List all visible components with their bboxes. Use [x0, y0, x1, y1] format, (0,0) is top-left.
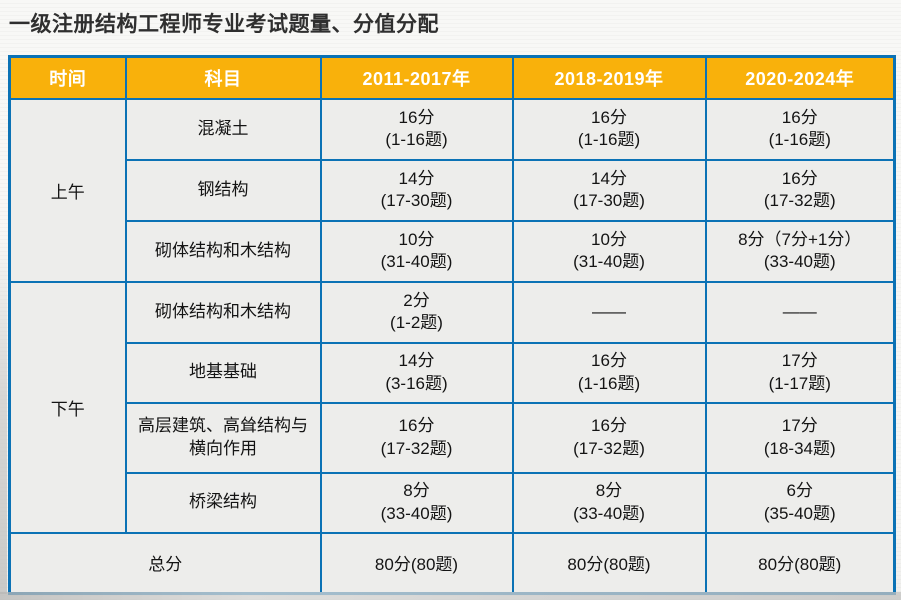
total-label-cell: 总分: [8, 531, 322, 595]
score-value: 10分: [591, 229, 627, 249]
table-row: 桥梁结构 8分 (33-40题) 8分 (33-40题) 6分 (35-40题): [10, 471, 896, 534]
table-row: 钢结构 14分 (17-30题) 14分 (17-30题) 16分 (17-32…: [10, 158, 896, 222]
score-value: ——: [782, 301, 817, 321]
score-value: ——: [592, 301, 626, 321]
header-cell-period-2020-2024: 2020-2024年: [704, 55, 896, 100]
score-value: 17分: [781, 351, 818, 371]
question-range: (33-40题): [763, 252, 836, 271]
question-range: (17-32题): [380, 438, 453, 458]
total-value-cell: 80分(80题): [319, 531, 514, 595]
score-value: 10分: [398, 229, 435, 249]
question-range: (1-16题): [385, 130, 448, 149]
total-value-cell: 80分(80题): [704, 531, 896, 595]
subject-cell: 地基基础: [124, 341, 322, 404]
score-cell: 8分 (33-40题): [319, 471, 514, 534]
score-cell: 10分 (31-40题): [511, 219, 707, 283]
score-cell: 8分 (33-40题): [511, 471, 707, 534]
score-value: 8分（7分+1分）: [738, 229, 862, 249]
score-cell: 16分 (1-16题): [511, 341, 707, 404]
score-value: 16分: [398, 107, 435, 127]
score-value: 14分: [398, 351, 435, 371]
score-cell: ——: [704, 280, 896, 344]
score-cell: 14分 (17-30题): [511, 158, 707, 222]
score-cell: 14分 (3-16题): [319, 341, 514, 404]
question-range: (17-32题): [573, 438, 645, 458]
time-cell-morning: 上午: [8, 97, 127, 283]
subject-cell: 钢结构: [124, 158, 322, 222]
question-range: (1-2题): [390, 313, 443, 332]
score-cell: 14分 (17-30题): [319, 158, 514, 222]
score-value: 16分: [591, 351, 627, 371]
question-range: (33-40题): [573, 503, 645, 523]
score-cell: 8分（7分+1分） (33-40题): [704, 219, 896, 283]
page-title: 一级注册结构工程师专业考试题量、分值分配: [9, 13, 439, 36]
header-cell-period-2018-2019: 2018-2019年: [511, 55, 707, 100]
total-value-cell: 80分(80题): [511, 531, 707, 595]
total-row: 总分 80分(80题) 80分(80题) 80分(80题): [8, 531, 896, 595]
score-value: 16分: [591, 107, 627, 127]
score-cell: 16分 (1-16题): [319, 97, 514, 161]
score-cell: 17分 (1-17题): [704, 341, 896, 404]
score-cell: 16分 (1-16题): [704, 97, 896, 161]
score-value: 16分: [591, 416, 627, 436]
subject-cell: 砌体结构和木结构: [124, 280, 322, 344]
score-cell: 16分 (17-32题): [704, 158, 896, 222]
question-range: (3-16题): [385, 373, 448, 393]
question-range: (18-34题): [763, 438, 836, 458]
score-value: 2分: [403, 290, 430, 310]
table-row: 地基基础 14分 (3-16题) 16分 (1-16题) 17分 (1-17题): [10, 341, 896, 404]
table-row: 上午 混凝土 16分 (1-16题) 16分 (1-16题) 16分 (1-16…: [8, 97, 896, 283]
score-value: 8分: [403, 481, 430, 501]
score-value: 17分: [781, 416, 818, 436]
header-cell-period-2011-2017: 2011-2017年: [319, 55, 514, 100]
page-bottom-edge-texture: [0, 592, 901, 600]
header-cell-time: 时间: [8, 55, 127, 100]
question-range: (1-16题): [577, 130, 641, 149]
question-range: (1-16题): [577, 373, 641, 393]
question-range: (33-40题): [380, 503, 453, 523]
question-range: (35-40题): [763, 503, 836, 523]
question-range: (17-30题): [573, 191, 645, 210]
header-cell-subject: 科目: [124, 55, 322, 100]
score-cell: 16分 (17-32题): [511, 401, 707, 474]
table-row: 高层建筑、高耸结构与横向作用 16分 (17-32题) 16分 (17-32题)…: [10, 401, 896, 474]
score-cell: 16分 (17-32题): [319, 401, 514, 474]
question-range: (1-17题): [768, 373, 831, 393]
table-row: 砌体结构和木结构 10分 (31-40题) 10分 (31-40题) 8分（7分…: [10, 219, 896, 283]
question-range: (17-32题): [763, 191, 836, 210]
score-cell: 6分 (35-40题): [704, 471, 896, 534]
score-value: 14分: [398, 168, 435, 188]
subject-cell: 桥梁结构: [124, 471, 322, 534]
question-range: (17-30题): [380, 191, 453, 210]
score-cell: 16分 (1-16题): [511, 97, 707, 161]
score-value: 16分: [781, 168, 818, 188]
subject-cell: 砌体结构和木结构: [124, 219, 322, 283]
subject-cell: 高层建筑、高耸结构与横向作用: [124, 401, 322, 474]
score-value: 6分: [786, 481, 813, 501]
table-row: 下午 砌体结构和木结构 2分 (1-2题) —— ——: [8, 280, 896, 534]
score-cell: 10分 (31-40题): [319, 219, 514, 283]
question-range: (31-40题): [380, 252, 453, 271]
subject-cell: 混凝土: [124, 97, 322, 161]
score-cell: ——: [511, 280, 707, 344]
question-range: (31-40题): [573, 252, 645, 271]
score-value: 16分: [398, 416, 435, 436]
exam-score-table: 时间 科目 2011-2017年 2018-2019年 2020-2024年 上…: [8, 55, 896, 595]
score-value: 16分: [781, 107, 818, 127]
header-row: 时间 科目 2011-2017年 2018-2019年 2020-2024年: [8, 55, 896, 100]
question-range: (1-16题): [768, 130, 831, 149]
score-value: 14分: [591, 168, 627, 188]
page-left-edge-texture: [0, 235, 7, 594]
time-cell-afternoon: 下午: [8, 280, 127, 534]
score-cell: 2分 (1-2题): [319, 280, 514, 344]
score-cell: 17分 (18-34题): [704, 401, 896, 474]
score-value: 8分: [595, 481, 623, 501]
